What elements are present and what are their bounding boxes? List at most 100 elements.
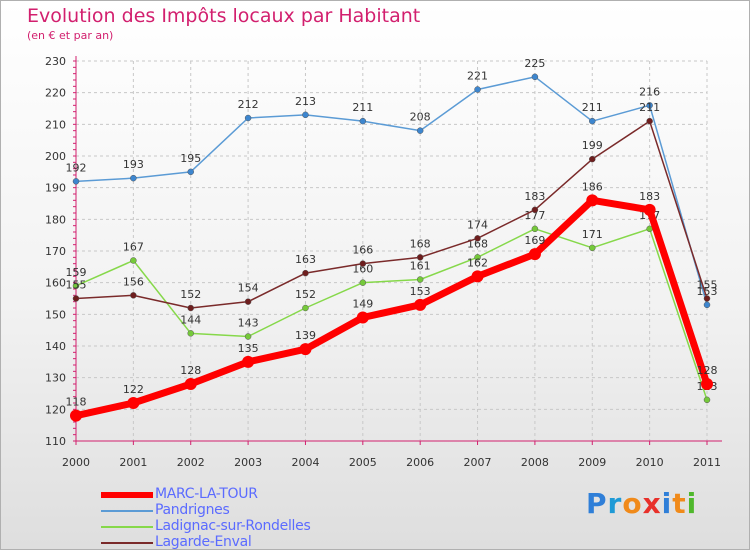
data-point-marc-la-tour (184, 378, 197, 390)
data-label-pandrignes: 212 (238, 98, 259, 111)
legend-swatch-ladignac-sur-rondelles (101, 526, 153, 528)
data-label-lagarde-enval: 174 (467, 218, 488, 231)
data-label-ladignac-sur-rondelles: 167 (123, 241, 144, 254)
data-point-pandrignes (359, 117, 367, 125)
data-point-pandrignes (589, 117, 596, 125)
data-point-pandrignes (244, 114, 252, 122)
data-label-marc-la-tour: 162 (467, 256, 488, 269)
data-point-ladignac-sur-rondelles (302, 304, 309, 312)
data-point-marc-la-tour (242, 355, 255, 368)
x-tick-label: 2006 (406, 456, 434, 469)
data-label-pandrignes: 211 (582, 101, 603, 114)
data-point-pandrignes (646, 102, 653, 109)
data-label-marc-la-tour: 149 (352, 298, 373, 311)
legend-item-ladignac-sur-rondelles[interactable]: Ladignac-sur-Rondelles (101, 518, 341, 535)
data-label-lagarde-enval: 154 (238, 282, 259, 295)
data-point-marc-la-tour (701, 378, 713, 390)
data-point-lagarde-enval (72, 295, 80, 302)
data-point-ladignac-sur-rondelles (359, 279, 367, 286)
data-point-lagarde-enval (187, 304, 194, 312)
data-label-marc-la-tour: 122 (123, 383, 144, 396)
data-label-pandrignes: 193 (123, 158, 144, 171)
data-point-marc-la-tour (586, 194, 599, 207)
data-label-lagarde-enval: 166 (352, 244, 373, 257)
data-point-lagarde-enval (244, 298, 252, 305)
x-tick-label: 2009 (578, 456, 606, 469)
legend-swatch-marc-la-tour (101, 492, 153, 498)
data-point-ladignac-sur-rondelles (187, 330, 194, 337)
data-label-pandrignes: 153 (697, 285, 718, 298)
data-label-marc-la-tour: 128 (180, 364, 201, 377)
data-point-pandrignes (302, 111, 309, 119)
data-label-pandrignes: 192 (66, 161, 87, 174)
data-point-ladignac-sur-rondelles (416, 276, 424, 283)
data-label-ladignac-sur-rondelles: 144 (180, 313, 201, 326)
proxiti-logo: Proxiti (586, 487, 697, 520)
data-point-ladignac-sur-rondelles (703, 396, 711, 404)
y-tick-label: 200 (45, 150, 66, 163)
data-point-lagarde-enval (589, 155, 596, 163)
data-point-lagarde-enval (531, 206, 539, 214)
data-label-lagarde-enval: 156 (123, 275, 144, 288)
data-point-marc-la-tour (299, 343, 312, 356)
data-label-marc-la-tour: 153 (410, 285, 431, 298)
logo-letter: t (672, 487, 687, 520)
data-point-lagarde-enval (474, 235, 481, 242)
y-tick-label: 180 (45, 213, 66, 226)
y-tick-label: 160 (45, 277, 66, 290)
x-tick-label: 2005 (349, 456, 377, 469)
legend-label-ladignac-sur-rondelles: Ladignac-sur-Rondelles (155, 518, 311, 534)
data-label-ladignac-sur-rondelles: 143 (238, 317, 259, 330)
data-label-marc-la-tour: 139 (295, 329, 316, 342)
chart-legend: MARC-LA-TOUR Pandrignes Ladignac-sur-Ron… (101, 486, 341, 550)
data-point-pandrignes (72, 178, 80, 185)
y-tick-label: 210 (45, 118, 66, 131)
data-label-ladignac-sur-rondelles: 152 (295, 288, 316, 301)
logo-letter: x (642, 487, 662, 520)
legend-swatch-lagarde-enval (101, 542, 153, 544)
data-label-lagarde-enval: 183 (524, 190, 545, 203)
x-tick-label: 2004 (291, 456, 319, 469)
y-tick-label: 110 (45, 435, 66, 448)
line-chart: 110 120 130 140 150 160 170 180 190 200 210 220 230 2… (45, 55, 722, 469)
y-tick-label: 150 (45, 308, 66, 321)
data-point-ladignac-sur-rondelles (589, 244, 596, 252)
legend-item-lagarde-enval[interactable]: Lagarde-Enval (101, 534, 341, 550)
data-point-lagarde-enval (703, 295, 711, 302)
data-point-marc-la-tour (414, 298, 427, 311)
data-label-marc-la-tour: 118 (66, 396, 87, 409)
data-label-pandrignes: 225 (524, 57, 545, 70)
data-point-lagarde-enval (302, 269, 309, 277)
series-line-marc-la-tour (72, 196, 711, 420)
y-tick-label: 190 (45, 182, 66, 195)
x-tick-label: 2001 (119, 456, 147, 469)
data-point-ladignac-sur-rondelles (531, 225, 539, 233)
x-tick-label: 2010 (636, 456, 664, 469)
series-line-ladignac-sur-rondelles (75, 228, 708, 401)
logo-letter: P (586, 487, 608, 520)
legend-label-lagarde-enval: Lagarde-Enval (155, 534, 252, 550)
data-label-lagarde-enval: 211 (639, 101, 660, 114)
data-point-pandrignes (474, 86, 481, 93)
data-label-marc-la-tour: 186 (582, 180, 603, 193)
data-label-marc-la-tour: 183 (639, 190, 660, 203)
legend-item-marc-la-tour[interactable]: MARC-LA-TOUR (101, 486, 341, 503)
legend-item-pandrignes[interactable]: Pandrignes (101, 502, 341, 519)
data-point-pandrignes (130, 174, 137, 182)
data-label-marc-la-tour: 169 (524, 234, 545, 247)
data-point-pandrignes (531, 73, 539, 81)
data-label-ladignac-sur-rondelles: 160 (352, 263, 373, 276)
data-point-marc-la-tour (528, 248, 541, 261)
y-tick-label: 220 (45, 87, 66, 100)
data-point-marc-la-tour (70, 409, 82, 422)
data-point-lagarde-enval (130, 292, 137, 299)
data-label-pandrignes: 213 (295, 95, 316, 108)
chart-title: Evolution des Impôts locaux par Habitant (27, 5, 421, 27)
data-label-lagarde-enval: 168 (410, 237, 431, 250)
x-tick-label: 2011 (693, 456, 721, 469)
data-label-ladignac-sur-rondelles: 161 (410, 260, 431, 273)
data-point-marc-la-tour (643, 203, 656, 216)
y-tick-label: 140 (45, 340, 66, 353)
data-point-lagarde-enval (416, 254, 424, 261)
